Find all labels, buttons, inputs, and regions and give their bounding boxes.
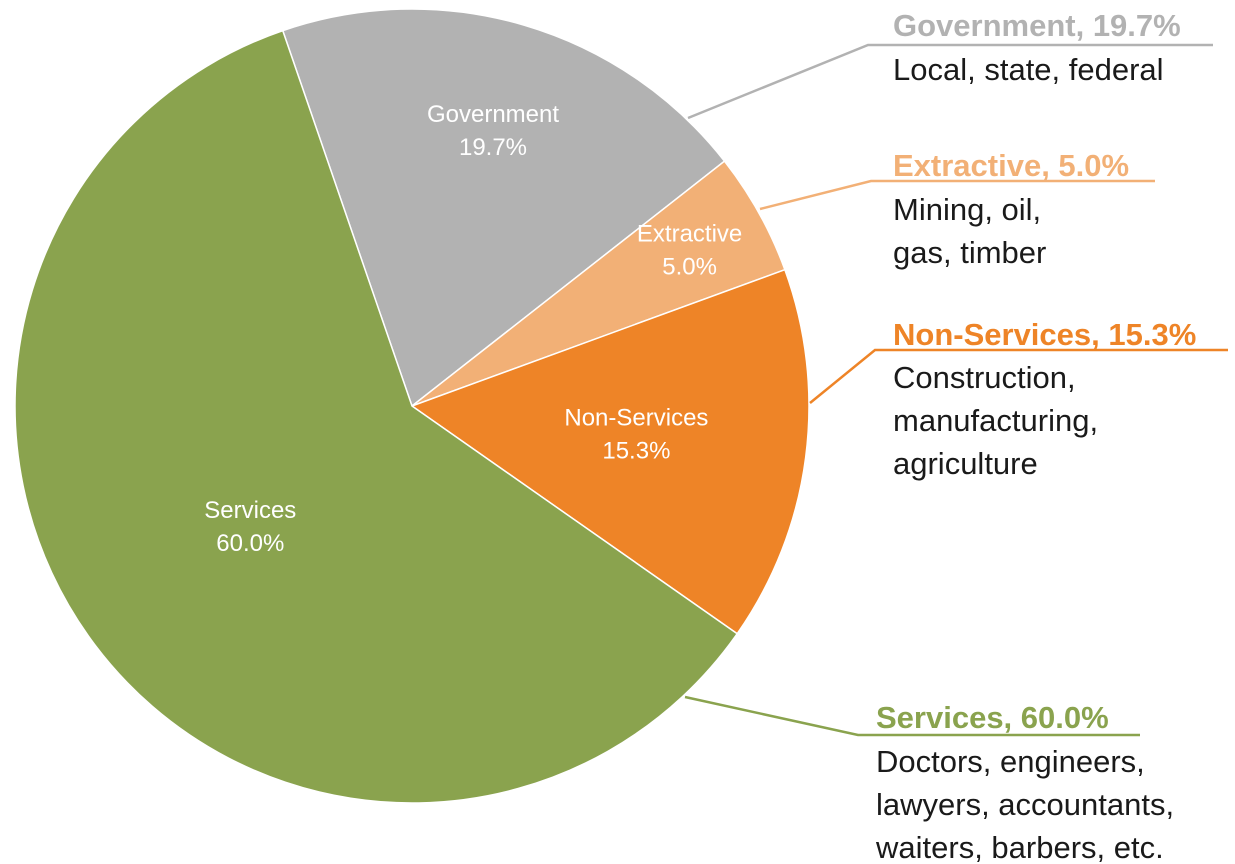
callout-description-services: lawyers, accountants, <box>876 787 1174 822</box>
callout-title-non-services: Non-Services, 15.3% <box>893 317 1196 352</box>
callout-description-non-services: agriculture <box>893 446 1038 481</box>
callout-leader-lines <box>684 43 1228 737</box>
callout-description-services: Doctors, engineers, <box>876 744 1145 779</box>
callout-title-extractive: Extractive, 5.0% <box>893 148 1129 183</box>
callout-leader-services <box>684 695 1140 737</box>
slice-label-name: Non-Services <box>564 404 708 431</box>
pie-slice-non-services <box>410 268 810 635</box>
slice-label-non-services: Non-Services 15.3% <box>564 404 708 464</box>
callout-title-government: Government, 19.7% <box>893 8 1181 43</box>
callout-title-services: Services, 60.0% <box>876 700 1109 735</box>
callouts: Government, 19.7% Local, state, federal Ex… <box>875 8 1196 864</box>
slice-label-value: 5.0% <box>662 254 717 281</box>
callout-description-non-services: manufacturing, <box>893 403 1098 438</box>
slice-label-value: 60.0% <box>216 530 284 557</box>
slice-label-value: 19.7% <box>459 134 527 161</box>
callout-description-services: waiters, barbers, etc. <box>875 830 1164 864</box>
pie-slice-government <box>281 8 726 408</box>
slice-label-name: Services <box>204 497 296 524</box>
callout-description-extractive: Mining, oil, <box>893 192 1041 227</box>
pie-slices <box>14 8 810 804</box>
slice-label-government: Government 19.7% <box>427 101 559 161</box>
callout-description-non-services: Construction, <box>893 360 1076 395</box>
slice-label-services: Services 60.0% <box>204 497 296 557</box>
slice-label-extractive: Extractive 5.0% <box>637 221 742 281</box>
slice-label-value: 15.3% <box>602 437 670 464</box>
slice-label-name: Extractive <box>637 221 742 248</box>
callout-leader-extractive <box>759 179 1155 211</box>
callout-leader-non-services <box>809 348 1228 404</box>
callout-description-extractive: gas, timber <box>893 235 1046 270</box>
callout-description-government: Local, state, federal <box>893 52 1164 87</box>
pie-slice-services <box>14 29 739 804</box>
slice-labels: Government 19.7% Extractive 5.0% Non-Service… <box>204 101 742 557</box>
callout-leader-government <box>687 43 1213 120</box>
slice-label-name: Government <box>427 101 559 128</box>
